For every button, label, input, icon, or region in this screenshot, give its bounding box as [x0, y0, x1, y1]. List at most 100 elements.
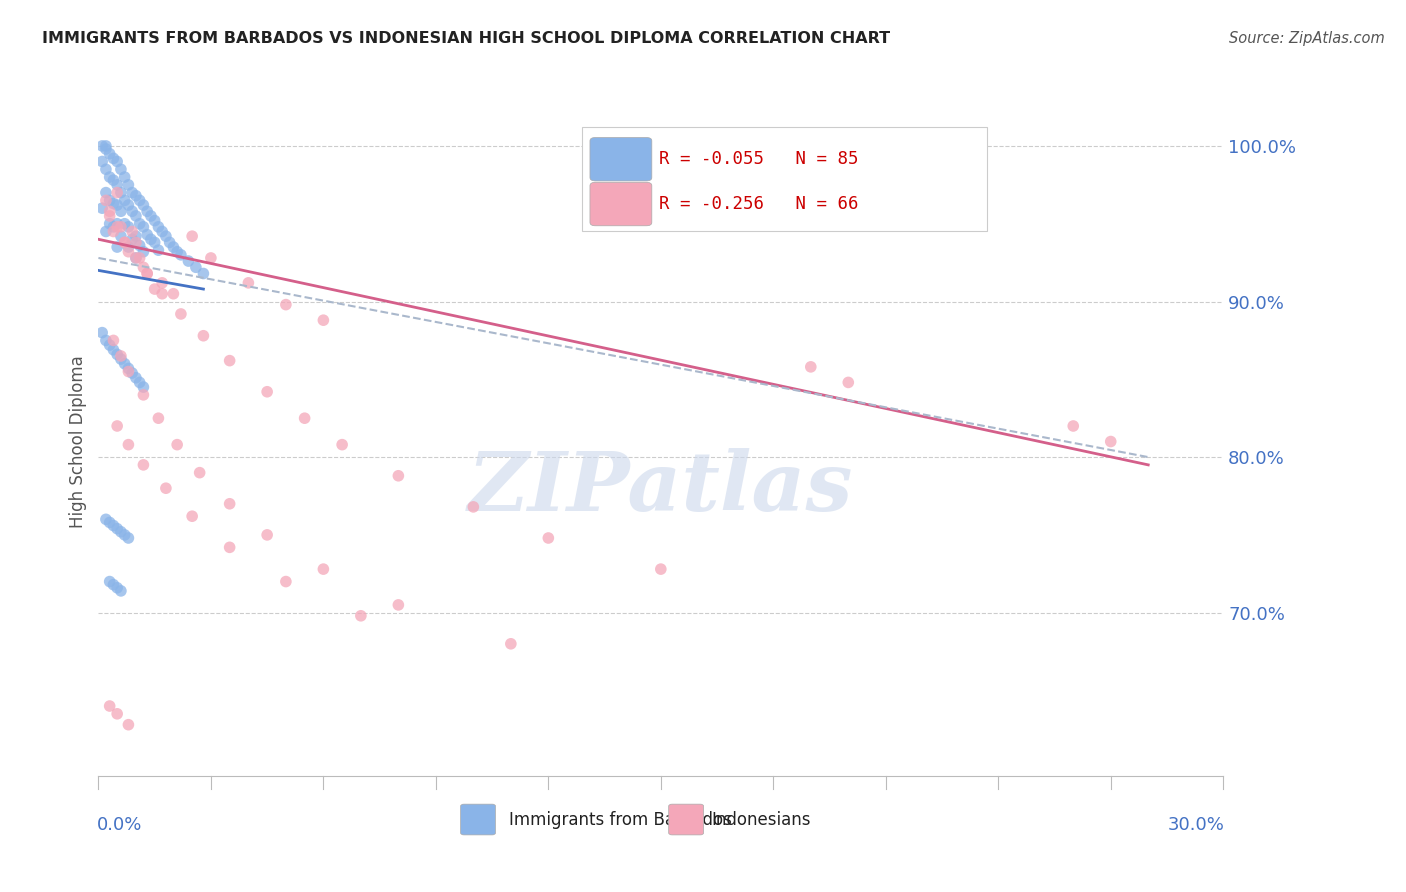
Point — [91, 139, 114, 153]
Point — [139, 232, 162, 246]
Point — [132, 458, 155, 472]
Point — [110, 162, 132, 177]
Point — [121, 225, 143, 239]
FancyBboxPatch shape — [591, 182, 652, 226]
Point — [162, 286, 184, 301]
Point — [387, 468, 409, 483]
Point — [170, 248, 193, 262]
Point — [132, 380, 155, 394]
Point — [125, 188, 148, 202]
FancyBboxPatch shape — [591, 137, 652, 181]
Point — [105, 219, 128, 234]
Point — [238, 276, 260, 290]
Point — [143, 213, 166, 227]
Point — [121, 232, 143, 246]
Point — [114, 194, 136, 208]
Point — [114, 217, 136, 231]
Point — [121, 366, 143, 380]
Point — [103, 152, 125, 166]
Point — [91, 326, 114, 340]
Point — [114, 235, 136, 250]
Point — [148, 219, 170, 234]
Point — [188, 466, 211, 480]
Point — [117, 244, 139, 259]
Point — [105, 198, 128, 212]
Point — [125, 251, 148, 265]
Point — [105, 217, 128, 231]
Point — [136, 204, 159, 219]
Text: 0.0%: 0.0% — [97, 816, 142, 834]
Point — [105, 186, 128, 200]
Point — [110, 524, 132, 539]
Point — [94, 186, 117, 200]
Point — [274, 574, 297, 589]
Point — [98, 516, 121, 530]
Point — [136, 267, 159, 281]
Point — [114, 235, 136, 250]
Point — [1099, 434, 1122, 449]
Point — [94, 225, 117, 239]
Point — [105, 581, 128, 595]
Point — [98, 209, 121, 223]
Point — [110, 229, 132, 244]
Point — [94, 142, 117, 156]
Point — [117, 717, 139, 731]
Point — [143, 282, 166, 296]
Point — [499, 637, 522, 651]
Point — [128, 217, 150, 231]
Point — [98, 338, 121, 352]
Point — [387, 598, 409, 612]
Point — [136, 267, 159, 281]
Point — [125, 209, 148, 223]
Text: 30.0%: 30.0% — [1167, 816, 1225, 834]
Point — [166, 437, 188, 451]
Point — [132, 388, 155, 402]
Point — [103, 225, 125, 239]
Point — [128, 251, 150, 265]
Text: Indonesians: Indonesians — [711, 811, 811, 829]
Point — [125, 229, 148, 244]
Text: IMMIGRANTS FROM BARBADOS VS INDONESIAN HIGH SCHOOL DIPLOMA CORRELATION CHART: IMMIGRANTS FROM BARBADOS VS INDONESIAN H… — [42, 31, 890, 46]
Point — [105, 178, 128, 192]
Point — [155, 229, 177, 244]
Point — [105, 522, 128, 536]
Point — [128, 194, 150, 208]
Point — [117, 531, 139, 545]
Point — [312, 562, 335, 576]
Point — [132, 219, 155, 234]
Point — [256, 384, 278, 399]
Point — [136, 227, 159, 242]
Point — [98, 169, 121, 184]
Point — [114, 528, 136, 542]
Point — [218, 353, 240, 368]
Point — [132, 244, 155, 259]
Point — [837, 376, 859, 390]
Point — [139, 209, 162, 223]
Point — [193, 267, 215, 281]
Point — [121, 204, 143, 219]
Point — [117, 198, 139, 212]
Text: Source: ZipAtlas.com: Source: ZipAtlas.com — [1229, 31, 1385, 46]
Point — [800, 359, 823, 374]
Point — [117, 361, 139, 376]
Point — [103, 334, 125, 348]
Point — [166, 244, 188, 259]
Point — [110, 583, 132, 598]
Point — [193, 328, 215, 343]
Point — [312, 313, 335, 327]
Point — [350, 608, 373, 623]
Point — [110, 349, 132, 363]
Point — [1062, 419, 1084, 434]
Point — [117, 240, 139, 254]
Point — [98, 217, 121, 231]
Point — [132, 198, 155, 212]
Point — [98, 146, 121, 161]
Point — [159, 235, 181, 250]
FancyBboxPatch shape — [461, 805, 495, 835]
Point — [128, 238, 150, 252]
Point — [117, 437, 139, 451]
Point — [98, 574, 121, 589]
Point — [170, 307, 193, 321]
Point — [94, 512, 117, 526]
Point — [150, 286, 173, 301]
